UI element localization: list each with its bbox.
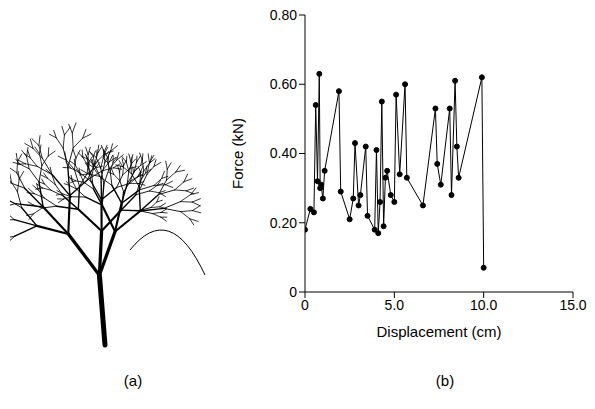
svg-text:0.80: 0.80 [270, 7, 297, 23]
svg-text:0: 0 [289, 284, 297, 300]
svg-text:Force (kN): Force (kN) [229, 118, 246, 189]
svg-text:15.0: 15.0 [559, 297, 586, 313]
svg-text:0.60: 0.60 [270, 76, 297, 92]
svg-text:0.40: 0.40 [270, 145, 297, 161]
svg-text:Displacement (cm): Displacement (cm) [376, 323, 501, 340]
html-text:(b): (b) [435, 372, 455, 389]
svg-text:10.0: 10.0 [470, 297, 497, 313]
svg-text:5.0: 5.0 [385, 297, 405, 313]
html-text:(a): (a) [123, 372, 143, 389]
svg-text:0.20: 0.20 [270, 215, 297, 231]
svg-text:0: 0 [301, 297, 309, 313]
